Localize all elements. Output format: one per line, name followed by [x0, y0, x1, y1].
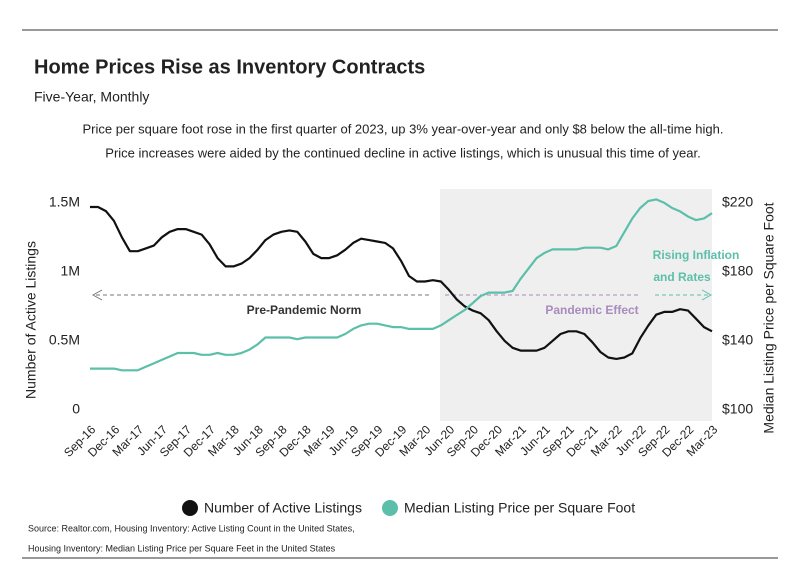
y-tick-label: 1M	[61, 263, 80, 279]
y2-axis-label: Median Listing Price per Square Foot	[761, 202, 777, 433]
y-axis-label: Number of Active Listings	[23, 241, 39, 399]
y-tick-label: 0.5M	[49, 332, 80, 348]
description: Price per square foot rose in the first …	[83, 121, 724, 136]
annotation: Pandemic Effect	[545, 303, 638, 317]
pandemic-shade	[440, 189, 712, 421]
description: Price increases were aided by the contin…	[105, 145, 700, 160]
source: Housing Inventory: Median Listing Price …	[28, 543, 336, 553]
series-line	[90, 205, 713, 360]
y2-tick-label: $220	[722, 194, 753, 210]
annotation: Rising Inflation	[653, 248, 740, 262]
y-tick-label: 0	[72, 401, 80, 417]
legend-marker	[182, 500, 198, 516]
y2-tick-label: $140	[722, 332, 753, 348]
arrowhead	[91, 289, 103, 301]
chart-title: Home Prices Rise as Inventory Contracts	[34, 56, 425, 78]
series-line	[90, 198, 713, 372]
legend-label: Number of Active Listings	[204, 500, 362, 516]
source: Source: Realtor.com, Housing Inventory: …	[28, 523, 355, 533]
y-tick-label: 1.5M	[49, 194, 80, 210]
legend-marker	[381, 500, 398, 516]
y2-tick-label: $180	[722, 263, 753, 279]
y2-tick-label: $100	[722, 401, 753, 417]
legend-label: Median Listing Price per Square Foot	[404, 500, 635, 516]
subtitle: Five-Year, Monthly	[34, 89, 149, 105]
arrowhead	[701, 289, 713, 301]
annotation: and Rates	[653, 270, 711, 284]
annotation: Pre-Pandemic Norm	[247, 303, 362, 317]
